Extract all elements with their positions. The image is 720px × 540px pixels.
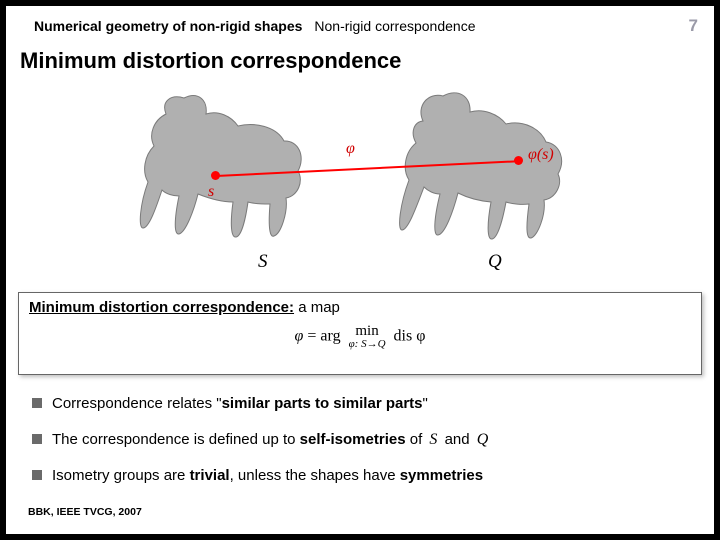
bullet-post: , unless the shapes have <box>230 467 400 484</box>
label-s: s <box>208 183 214 201</box>
definition-label-rest: a map <box>294 299 340 316</box>
bullet-item: The correspondence is defined up to self… <box>32 429 688 451</box>
formula-min-block: min φ: S→Q <box>349 324 386 350</box>
formula-dis: dis φ <box>394 328 426 345</box>
bullet-text: Isometry groups are trivial, unless the … <box>52 466 688 486</box>
bullet-bold: similar parts to similar parts <box>222 395 423 412</box>
lecture-title: Non-rigid correspondence <box>314 18 475 34</box>
bullet-item: Isometry groups are trivial, unless the … <box>32 466 688 486</box>
inline-math-S: S <box>429 431 437 448</box>
bullet-pre: Isometry groups are <box>52 467 190 484</box>
bullet-marker <box>32 434 42 444</box>
header: Numerical geometry of non-rigid shapes N… <box>34 18 694 34</box>
bullet-bold: self-isometries <box>300 431 406 448</box>
bullet-mid: of <box>406 431 423 448</box>
bullet-marker <box>32 398 42 408</box>
definition-formula: φ = arg min φ: S→Q dis φ <box>29 324 691 350</box>
bullet-text: The correspondence is defined up to self… <box>52 429 688 451</box>
bullet-and: and <box>445 431 470 448</box>
bullet-text: Correspondence relates "similar parts to… <box>52 394 688 414</box>
figure: s φ φ(s) S Q <box>126 86 596 278</box>
slide-title: Minimum distortion correspondence <box>20 48 401 74</box>
label-phi: φ <box>346 140 355 158</box>
bullet-pre: The correspondence is defined up to <box>52 431 300 448</box>
bullet-list: Correspondence relates "similar parts to… <box>32 394 688 501</box>
formula-sub: φ: S→Q <box>349 339 386 350</box>
inline-math-Q: Q <box>477 431 489 448</box>
bullet-marker <box>32 470 42 480</box>
shape-right <box>388 86 598 256</box>
bullet-bold: trivial <box>190 467 230 484</box>
definition-title: Minimum distortion correspondence: a map <box>29 299 691 316</box>
formula-eq: = arg <box>303 328 340 345</box>
bullet-pre: Correspondence relates " <box>52 395 222 412</box>
label-Q: Q <box>488 251 502 273</box>
label-S: S <box>258 251 268 273</box>
definition-label-bold: Minimum distortion correspondence: <box>29 299 294 316</box>
bullet-post: " <box>423 395 428 412</box>
footer-citation: BBK, IEEE TVCG, 2007 <box>28 506 142 518</box>
definition-box: Minimum distortion correspondence: a map… <box>18 292 702 375</box>
course-title: Numerical geometry of non-rigid shapes <box>34 18 302 34</box>
page-number: 7 <box>689 16 698 36</box>
bullet-bold2: symmetries <box>400 467 483 484</box>
bullet-item: Correspondence relates "similar parts to… <box>32 394 688 414</box>
slide: Numerical geometry of non-rigid shapes N… <box>6 6 714 534</box>
label-phis: φ(s) <box>528 146 554 164</box>
formula-min: min <box>349 324 386 339</box>
